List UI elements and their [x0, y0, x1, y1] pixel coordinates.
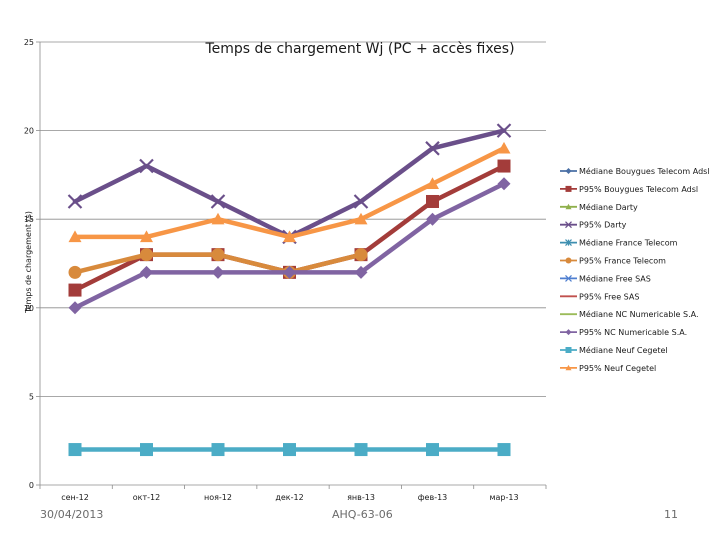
data-point [426, 194, 439, 208]
data-point [426, 212, 439, 226]
data-point [211, 265, 225, 279]
x-tick-label: ноя-12 [204, 493, 232, 502]
legend-entry: P95% Neuf Cegetel [579, 364, 656, 373]
legend-entry: P95% Bouygues Telecom Adsl [579, 185, 698, 194]
legend-entry: Médiane Neuf Cegetel [579, 345, 668, 355]
data-point [496, 123, 512, 138]
legend-swatch-marker [565, 257, 572, 264]
x-tick-label: фев-13 [418, 493, 448, 502]
data-point [354, 265, 368, 279]
legend-swatch-marker [565, 203, 572, 210]
legend-swatch-marker [565, 168, 572, 174]
data-point [497, 177, 511, 191]
legend-entry: Médiane Free SAS [579, 273, 651, 283]
data-point [497, 443, 511, 457]
y-tick-label: 5 [29, 392, 34, 401]
x-tick-label: дек-12 [275, 493, 303, 502]
data-point [283, 265, 296, 279]
legend-entry: P95% Darty [579, 221, 627, 230]
legend-entry: P95% NC Numericable S.A. [579, 328, 687, 337]
data-point [68, 230, 82, 243]
series-line [72, 181, 507, 311]
legend-entry: P95% France Telecom [579, 257, 666, 266]
data-point [497, 159, 511, 173]
legend-swatch-marker [565, 221, 572, 229]
data-point [425, 141, 440, 156]
x-tick-label: окт-12 [133, 493, 160, 502]
legend-entry: Médiane Bouygues Telecom Adsl [579, 166, 710, 176]
axes: 0 5 10 15 20 25 сен-12 окт-12 ноя-12 дек-12 янв-13… [24, 38, 547, 502]
y-tick-label: 25 [24, 38, 34, 47]
series-line [72, 146, 507, 240]
y-tick-label: 15 [24, 215, 34, 224]
y-tick-label: 10 [24, 304, 34, 313]
legend: Médiane Bouygues Telecom Adsl P95% Bouygu… [560, 166, 710, 373]
series-line [72, 128, 507, 240]
data-point [210, 194, 226, 209]
series-lines [67, 123, 512, 457]
data-point [497, 141, 511, 154]
data-point [140, 230, 153, 243]
legend-swatch-marker [565, 329, 572, 336]
data-point [139, 158, 154, 174]
footer-page-number: 11 [664, 508, 678, 521]
y-tick-label: 20 [24, 127, 34, 136]
y-axis-label: Temps de chargement (s) [24, 211, 33, 314]
data-point [68, 265, 82, 279]
legend-swatch-marker [565, 185, 572, 192]
data-point [354, 248, 368, 262]
legend-swatch-marker [565, 274, 572, 282]
legend-swatch-marker [565, 364, 572, 371]
legend-entry: Médiane NC Numericable S.A. [579, 309, 699, 319]
y-tick-label: 0 [29, 481, 34, 490]
grid-lines [40, 41, 546, 397]
data-point [211, 248, 225, 262]
footer-reference: AHQ-63-06 [332, 508, 393, 521]
data-point [68, 301, 82, 315]
data-point [67, 194, 83, 209]
legend-entry: Médiane France Telecom [579, 238, 678, 248]
data-point [211, 212, 225, 225]
data-point [426, 177, 439, 189]
x-tick-label: сен-12 [61, 493, 89, 502]
legend-swatch-marker [565, 347, 572, 353]
legend-entry: P95% Free SAS [579, 292, 639, 301]
data-point [140, 443, 153, 457]
data-point [140, 248, 153, 262]
data-point [354, 212, 368, 225]
data-point [211, 443, 225, 457]
chart-title: Temps de chargement Wj (PC + accès fixes… [204, 41, 514, 57]
data-point [283, 443, 296, 457]
data-point [140, 265, 153, 279]
data-point [68, 283, 82, 297]
footer-date: 30/04/2013 [40, 508, 104, 521]
data-point [283, 230, 296, 243]
data-point [354, 443, 368, 457]
x-tick-label: мар-13 [489, 493, 518, 502]
data-point [426, 443, 439, 457]
x-tick-label: янв-13 [347, 493, 375, 502]
legend-entry: Médiane Darty [579, 202, 638, 212]
data-point [353, 194, 369, 209]
data-point [68, 443, 82, 457]
legend-swatch-marker [565, 239, 572, 247]
